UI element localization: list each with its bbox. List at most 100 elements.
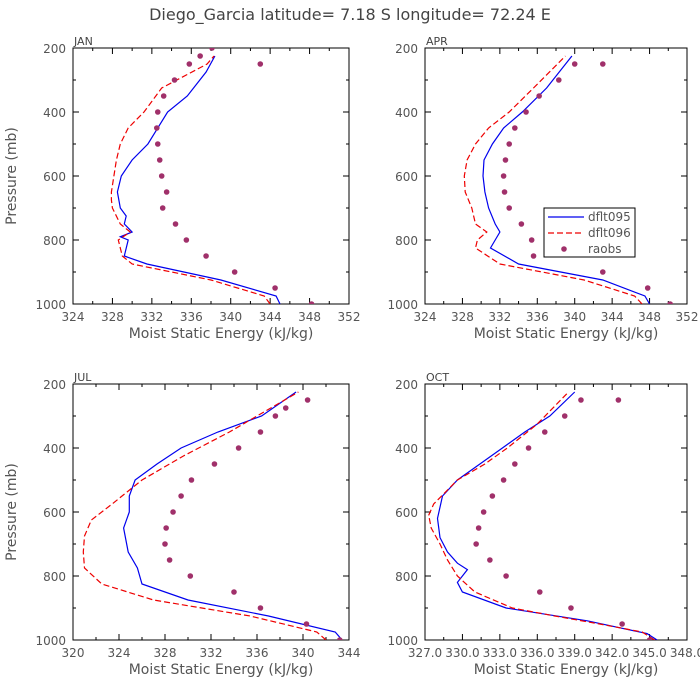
raobs-point bbox=[156, 157, 163, 163]
raobs-point bbox=[272, 413, 279, 419]
raobs-point bbox=[308, 301, 315, 304]
raobs-point bbox=[257, 429, 264, 435]
raobs-point bbox=[615, 397, 622, 403]
y-tick-label: 800 bbox=[395, 570, 418, 584]
raobs-point bbox=[154, 141, 161, 147]
raobs-point bbox=[231, 269, 238, 275]
y-tick-label: 800 bbox=[43, 234, 66, 248]
x-tick-label: 336 bbox=[526, 310, 549, 324]
raobs-point bbox=[186, 61, 193, 67]
legend: dflt095 dflt096 raobs bbox=[543, 207, 636, 258]
x-axis-label: Moist Static Energy (kJ/kg) bbox=[474, 662, 659, 678]
raobs-point bbox=[303, 621, 310, 627]
y-tick-label: 400 bbox=[43, 106, 66, 120]
y-tick-label: 1000 bbox=[35, 634, 66, 648]
x-tick-label: 336 bbox=[180, 310, 203, 324]
raobs-point bbox=[489, 493, 496, 499]
series-line-dflt096 bbox=[82, 391, 327, 640]
y-tick-label: 400 bbox=[395, 442, 418, 456]
x-axis-label: Moist Static Energy (kJ/kg) bbox=[474, 326, 659, 342]
raobs-point bbox=[160, 93, 167, 99]
x-tick-label: 330.0 bbox=[445, 646, 479, 660]
raobs-point bbox=[231, 589, 237, 595]
y-tick-label: 600 bbox=[43, 170, 66, 184]
x-tick-label: 344 bbox=[601, 310, 624, 324]
raobs-point bbox=[487, 557, 493, 563]
raobs-point bbox=[512, 125, 518, 131]
series-line-dflt095 bbox=[482, 55, 651, 304]
series-line-dflt096 bbox=[463, 55, 643, 304]
panel-title: OCT bbox=[426, 371, 449, 384]
raobs-point bbox=[480, 509, 487, 515]
x-tick-label: 332 bbox=[140, 310, 163, 324]
x-tick-label: 340 bbox=[219, 310, 242, 324]
raobs-point bbox=[500, 173, 507, 179]
raobs-point bbox=[158, 173, 165, 179]
x-tick-label: 333.0 bbox=[483, 646, 517, 660]
y-tick-label: 1000 bbox=[387, 298, 418, 312]
x-tick-label: 340 bbox=[563, 310, 586, 324]
raobs-point bbox=[506, 141, 513, 147]
raobs-point bbox=[257, 605, 264, 611]
x-tick-label: 324 bbox=[414, 310, 437, 324]
raobs-point bbox=[163, 525, 169, 531]
raobs-point bbox=[646, 637, 653, 640]
raobs-point bbox=[667, 301, 673, 304]
x-tick-label: 352 bbox=[676, 310, 699, 324]
raobs-point bbox=[153, 125, 160, 131]
raobs-point bbox=[530, 253, 537, 259]
series-line-dflt096 bbox=[428, 391, 655, 640]
raobs-point bbox=[571, 61, 578, 67]
x-tick-label: 328 bbox=[154, 646, 177, 660]
raobs-point bbox=[172, 221, 179, 227]
y-tick-label: 1000 bbox=[387, 634, 418, 648]
raobs-point bbox=[503, 573, 509, 579]
raobs-point bbox=[178, 493, 184, 499]
raobs-point bbox=[536, 589, 543, 595]
raobs-point bbox=[304, 397, 311, 403]
x-tick-label: 327.0 bbox=[408, 646, 442, 660]
panel-oct: OCT 327.0 330.0 333.0 336.0 339.0 342.0 345.0 34… bbox=[387, 371, 700, 678]
series-group bbox=[428, 391, 658, 640]
raobs-point bbox=[541, 429, 548, 435]
raobs-point bbox=[272, 285, 278, 291]
raobs-point bbox=[209, 48, 215, 51]
raobs-point bbox=[473, 541, 479, 547]
raobs-point bbox=[219, 37, 225, 43]
plot-frame bbox=[424, 383, 688, 641]
raobs-point bbox=[561, 413, 568, 419]
x-tick-label: 348 bbox=[638, 310, 661, 324]
raobs-point bbox=[599, 61, 606, 67]
raobs-point bbox=[211, 461, 218, 467]
panel-title: JAN bbox=[73, 35, 93, 48]
y-tick-label: 400 bbox=[43, 442, 66, 456]
legend-label-dflt096: dflt096 bbox=[588, 226, 631, 240]
y-tick-label: 200 bbox=[395, 42, 418, 56]
raobs-point bbox=[512, 461, 518, 467]
raobs-point bbox=[187, 573, 194, 579]
x-tick-label: 324 bbox=[108, 646, 131, 660]
y-tick-label: 200 bbox=[395, 378, 418, 392]
raobs-point bbox=[556, 77, 562, 83]
x-tick-label: 348.0 bbox=[670, 646, 700, 660]
y-tick-label: 600 bbox=[395, 170, 418, 184]
raobs-point bbox=[282, 405, 289, 411]
x-tick-label: 336.0 bbox=[520, 646, 554, 660]
raobs-point bbox=[203, 253, 209, 259]
raobs-point bbox=[170, 509, 176, 515]
raobs-point bbox=[171, 77, 178, 83]
y-tick-label: 800 bbox=[395, 234, 418, 248]
y-tick-label: 600 bbox=[395, 506, 418, 520]
y-axis-label: Pressure (mb) bbox=[4, 463, 20, 561]
legend-label-raobs: raobs bbox=[588, 242, 622, 256]
raobs-point bbox=[568, 605, 574, 611]
x-tick-label: 344 bbox=[259, 310, 282, 324]
x-tick-label: 344 bbox=[338, 646, 361, 660]
x-tick-label: 339.0 bbox=[558, 646, 592, 660]
series-group bbox=[110, 37, 315, 304]
panel-jan: JAN 324 328 332 336 340 344 348 352 200 400 600 800 1… bbox=[4, 35, 360, 342]
x-tick-label: 320 bbox=[62, 646, 85, 660]
x-axis-label: Moist Static Energy (kJ/kg) bbox=[129, 326, 314, 342]
x-tick-label: 340 bbox=[292, 646, 315, 660]
